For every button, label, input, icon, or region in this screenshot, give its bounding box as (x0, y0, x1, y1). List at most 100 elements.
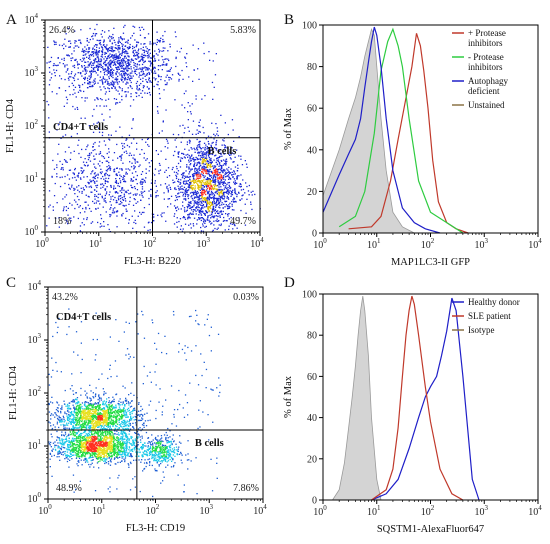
panel-a-event-dot (213, 220, 215, 222)
panel-a-event-dot (155, 72, 157, 74)
panel-a-event-dot (213, 180, 215, 182)
panel-a-event-dot (218, 206, 220, 208)
panel-a-event-dot (93, 177, 96, 179)
panel-a-event-dot (215, 206, 217, 208)
panel-c-event-dot (121, 417, 123, 419)
panel-a-event-dot (123, 57, 126, 59)
panel-c-event-dot (82, 409, 84, 411)
panel-c-event-dot (84, 403, 86, 405)
panel-a-event-dot (228, 228, 230, 231)
panel-a-event-dot (97, 68, 99, 70)
panel-c-event-dot (110, 430, 112, 433)
panel-a-event-dot (184, 189, 187, 191)
panel-c-event-dot (116, 423, 119, 425)
panel-a-event-dot (136, 183, 138, 185)
panel-c-event-dot (93, 424, 95, 427)
panel-a-event-dot (215, 161, 217, 164)
panel-c-event-dot (116, 418, 118, 421)
panel-a-event-dot (184, 211, 186, 213)
panel-a-event-dot (226, 147, 228, 149)
panel-a-event-dot (185, 188, 187, 190)
panel-a-event-dot (181, 188, 184, 190)
panel-c-event-dot (92, 410, 94, 412)
panel-a-event-dot (119, 60, 121, 62)
panel-a-event-dot (118, 62, 120, 64)
panel-a-event-dot (189, 183, 191, 185)
panel-a-event-dot (108, 64, 110, 66)
panel-a-event-dot (96, 122, 98, 124)
panel-a-event-dot (148, 170, 150, 172)
panel-c-event-dot (102, 433, 104, 435)
panel-a-event-dot (210, 149, 212, 151)
panel-a-event-dot (96, 200, 98, 202)
panel-a-event-dot (216, 133, 218, 135)
panel-a-event-dot (186, 209, 188, 211)
panel-a-event-dot (199, 125, 201, 127)
panel-c-event-dot (87, 435, 89, 437)
panel-a-event-dot (220, 152, 222, 155)
panel-a-event-dot (143, 28, 145, 31)
panel-a-event-dot (105, 46, 107, 48)
panel-a-event-dot (102, 186, 104, 188)
panel-a-event-dot (114, 187, 117, 189)
panel-a-event-dot (94, 99, 96, 101)
panel-a-event-dot (86, 77, 89, 79)
panel-a-event-dot (228, 204, 230, 206)
panel-a-event-dot (134, 160, 136, 162)
panel-c-event-dot (128, 439, 130, 441)
panel-a-event-dot (192, 180, 194, 182)
panel-a-event-dot (112, 210, 114, 212)
panel-c-event-dot (87, 414, 89, 417)
panel-a-event-dot (143, 85, 145, 87)
panel-c-event-dot (77, 409, 79, 411)
panel-c-event-dot (142, 415, 144, 417)
panel-c-event-dot (50, 418, 52, 420)
panel-c-event-dot (108, 400, 111, 402)
panel-a-event-dot (165, 220, 167, 222)
panel-a-event-dot (76, 133, 78, 135)
panel-a-event-dot (216, 193, 218, 195)
panel-a-event-dot (88, 186, 90, 188)
panel-a-event-dot (197, 183, 199, 185)
panel-a-event-dot (202, 159, 204, 161)
panel-a-event-dot (78, 63, 80, 65)
panel-a-event-dot (132, 47, 134, 50)
panel-a-event-dot (114, 56, 117, 58)
panel-a-event-dot (205, 205, 208, 208)
panel-a-event-dot (211, 142, 213, 144)
panel-c-event-dot (107, 411, 110, 413)
panel-a-event-dot (151, 62, 153, 64)
panel-a-event-dot (52, 206, 54, 208)
panel-c-event-dot (141, 428, 144, 430)
panel-a-event-dot (212, 98, 214, 100)
panel-c-event-dot (75, 416, 77, 419)
panel-a-event-dot (95, 53, 97, 55)
panel-a-event-dot (157, 54, 159, 56)
panel-a-event-dot (124, 41, 127, 43)
panel-a-event-dot (114, 78, 116, 80)
panel-a-event-dot (147, 33, 150, 35)
panel-a-event-dot (188, 204, 190, 206)
panel-a-event-dot (124, 181, 127, 183)
panel-a-event-dot (84, 185, 87, 187)
panel-c-event-dot (86, 425, 88, 427)
panel-a-event-dot (156, 83, 158, 86)
panel-a-quad-lr: 49.7% (230, 216, 256, 227)
panel-a-event-dot (76, 175, 78, 177)
panel-a-event-dot (188, 224, 190, 226)
panel-a-event-dot (89, 78, 91, 80)
panel-a-event-dot (202, 163, 204, 165)
panel-a-event-dot (158, 48, 160, 50)
panel-a-event-dot (199, 180, 201, 183)
panel-c-event-dot (76, 422, 78, 425)
panel-a-event-dot (141, 96, 143, 98)
panel-c-event-dot (155, 417, 157, 420)
panel-a-event-dot (244, 203, 246, 205)
panel-a-event-dot (120, 61, 122, 64)
panel-a-event-dot (124, 79, 126, 81)
panel-c-event-dot (84, 448, 86, 450)
panel-a-event-dot (186, 205, 188, 208)
panel-a-event-dot (152, 42, 154, 44)
panel-a-event-dot (203, 153, 205, 155)
panel-a-event-dot (139, 29, 141, 31)
